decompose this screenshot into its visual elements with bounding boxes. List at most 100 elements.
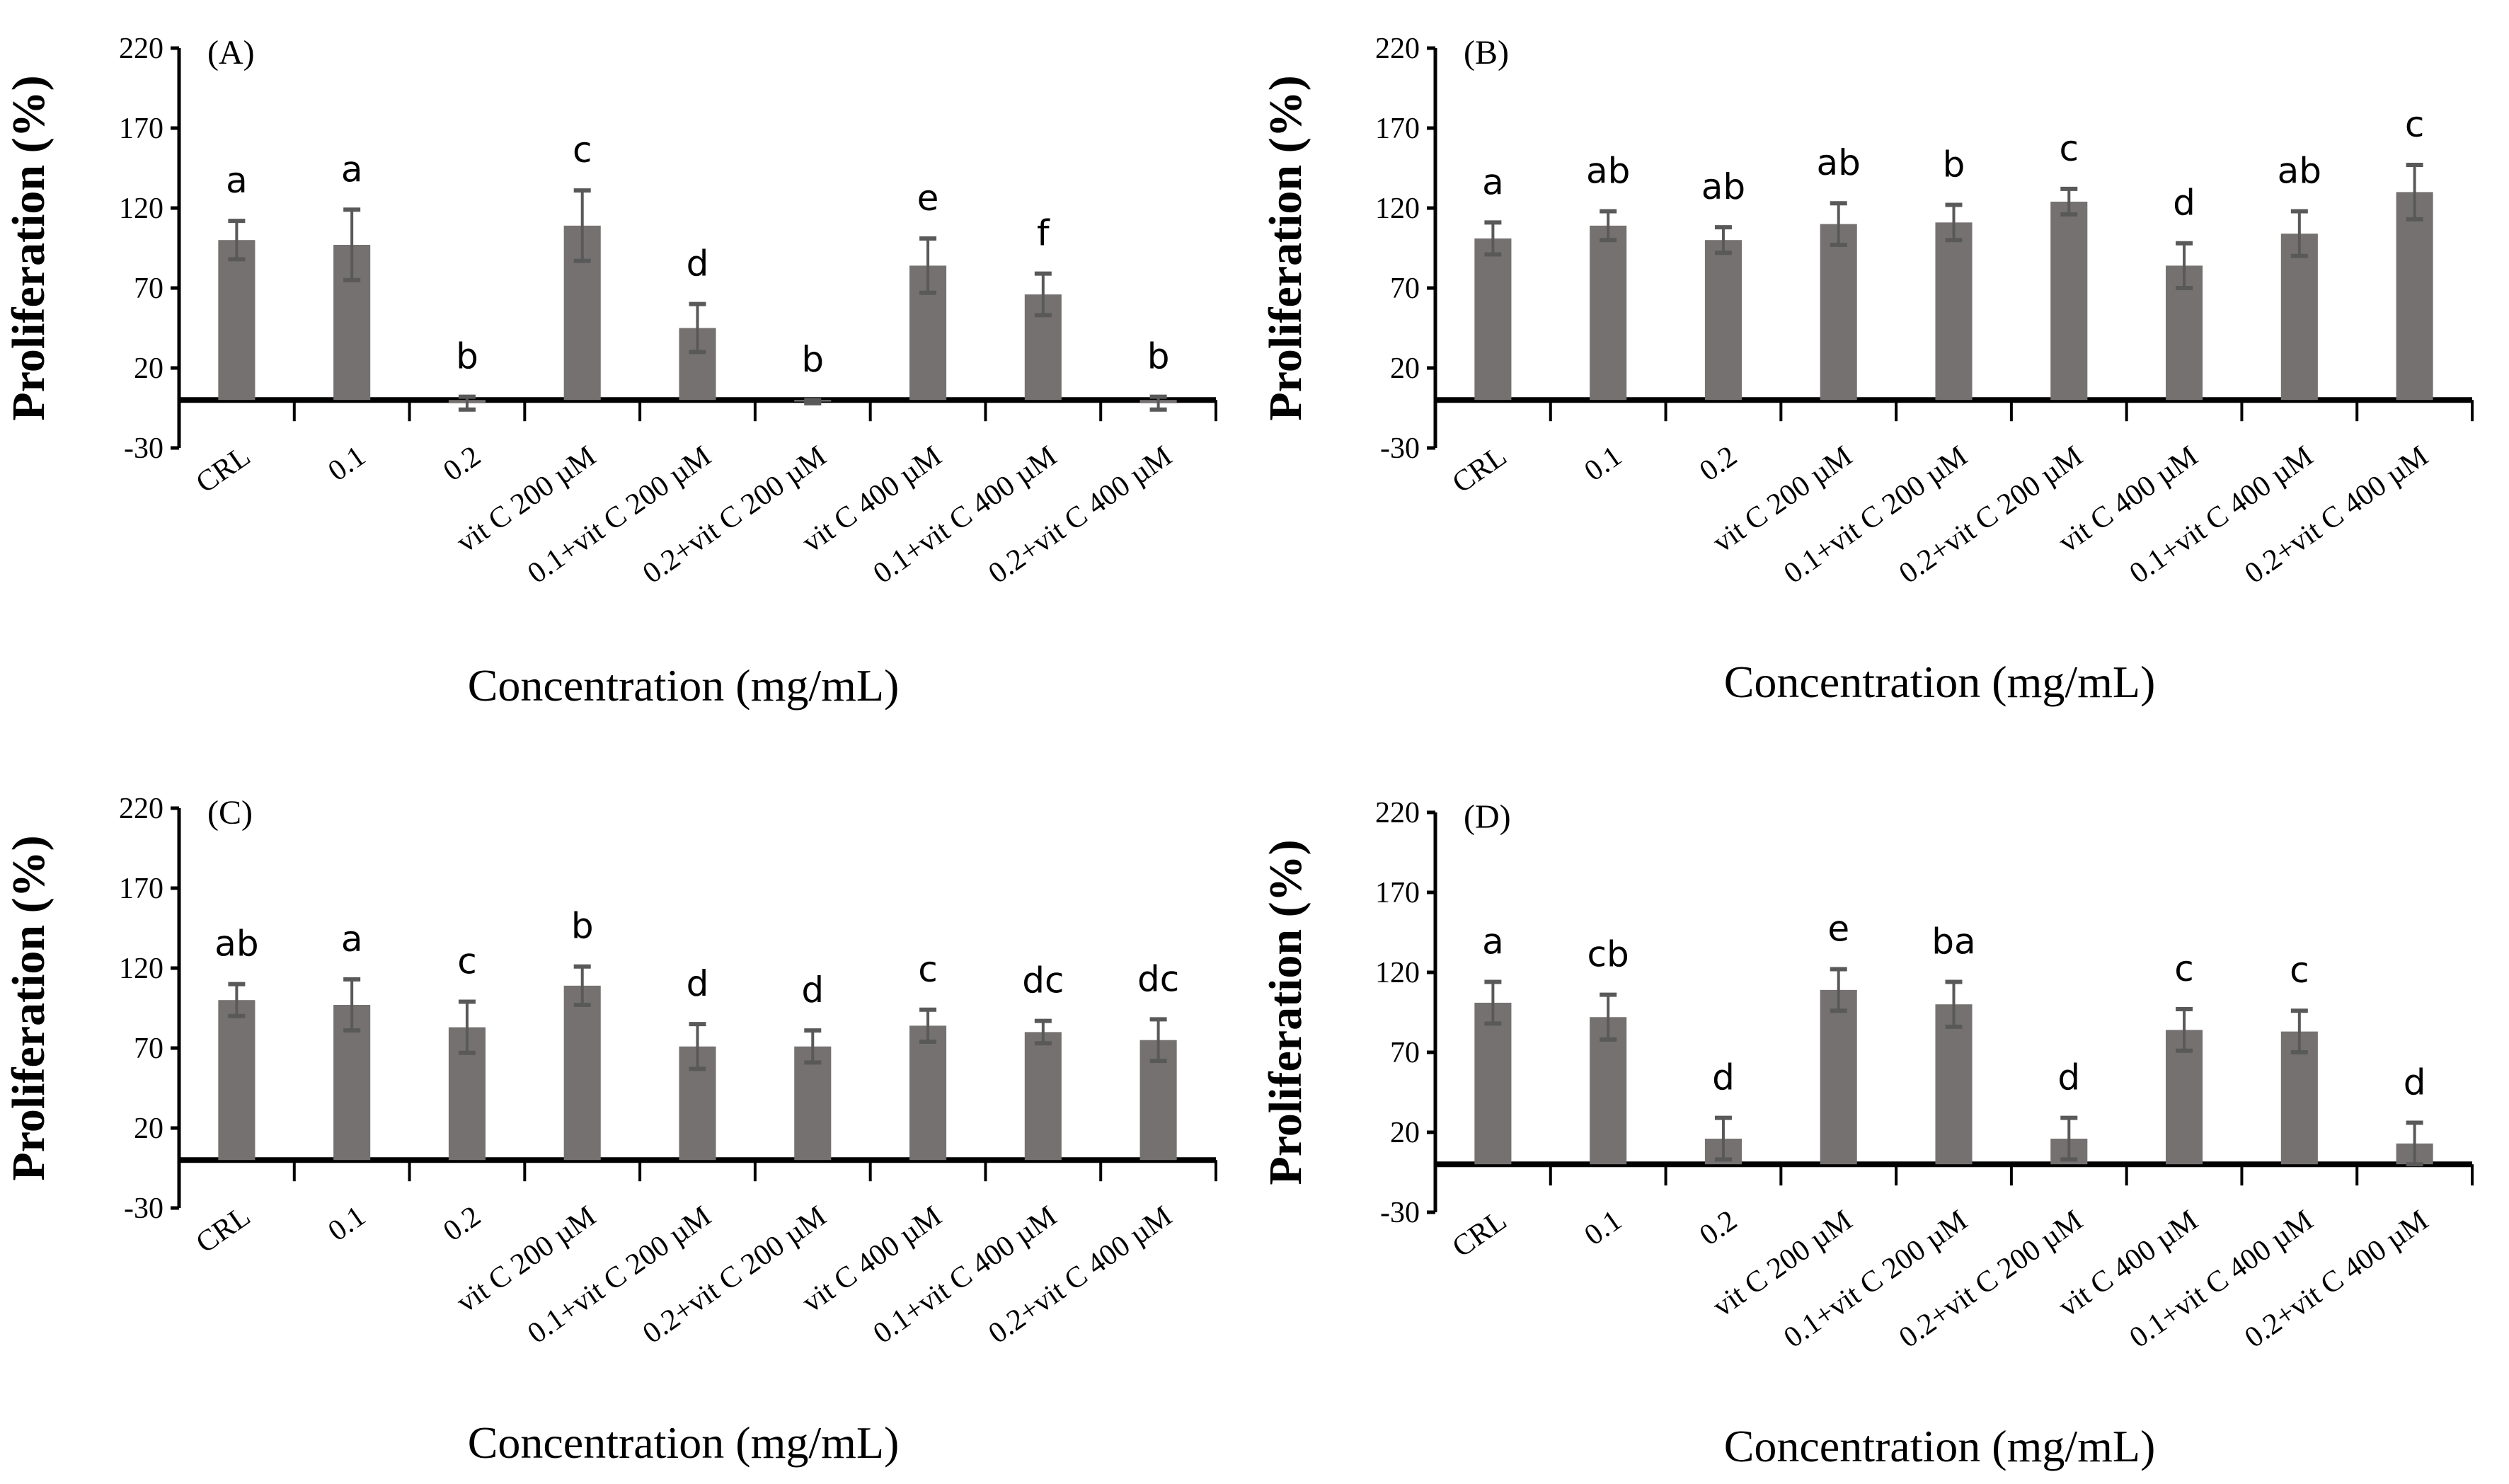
y-tick-label: 20 bbox=[1390, 1117, 1420, 1149]
significance-letter: a bbox=[341, 149, 363, 190]
significance-letter: d bbox=[2057, 1057, 2080, 1098]
bar bbox=[1820, 989, 1857, 1165]
y-tick-label: 220 bbox=[1375, 33, 1420, 65]
significance-letter: b bbox=[571, 906, 594, 947]
significance-letter: d bbox=[801, 970, 824, 1011]
significance-letter: b bbox=[1147, 336, 1170, 377]
significance-letter: ab bbox=[1817, 142, 1861, 183]
y-tick-label: 170 bbox=[119, 873, 163, 905]
y-tick-label: 70 bbox=[1390, 272, 1420, 305]
y-tick-label: 20 bbox=[134, 1112, 163, 1145]
significance-letter: ab bbox=[2278, 151, 2321, 192]
significance-letter: b bbox=[801, 339, 824, 380]
bar bbox=[1935, 222, 1973, 401]
y-tick-label: -30 bbox=[124, 1192, 163, 1225]
panel-label: (A) bbox=[207, 34, 255, 71]
significance-letter: ba bbox=[1931, 921, 1975, 962]
x-tick-label: 0.1 bbox=[323, 440, 372, 488]
y-tick-label: 220 bbox=[119, 793, 163, 825]
x-tick-label: CRL bbox=[190, 440, 256, 500]
significance-letter: d bbox=[687, 243, 709, 284]
y-tick-label: 120 bbox=[119, 953, 163, 985]
significance-letter: c bbox=[918, 949, 938, 990]
x-tick-label: 0.1 bbox=[1579, 440, 1628, 488]
significance-letter: d bbox=[2404, 1062, 2426, 1103]
bar bbox=[1704, 240, 1742, 401]
significance-letter: a bbox=[341, 919, 363, 960]
significance-letter: ab bbox=[1701, 166, 1745, 207]
bar bbox=[1935, 1004, 1973, 1165]
x-axis-title: Concentration (mg/mL) bbox=[468, 1417, 900, 1468]
significance-letter: c bbox=[2405, 104, 2425, 145]
y-tick-label: 70 bbox=[134, 272, 163, 305]
x-tick-label: 0.2 bbox=[437, 1200, 486, 1248]
bar bbox=[794, 1046, 832, 1161]
significance-letter: a bbox=[226, 160, 248, 201]
x-tick-label: 0.2 bbox=[1694, 440, 1742, 488]
y-axis-title: Proliferation (%) bbox=[1260, 75, 1311, 420]
y-tick-label: 170 bbox=[119, 113, 163, 145]
significance-letter: b bbox=[1943, 144, 1965, 185]
y-tick-label: 120 bbox=[119, 192, 163, 225]
x-axis-title: Concentration (mg/mL) bbox=[468, 660, 900, 711]
significance-letter: ab bbox=[214, 924, 258, 965]
x-tick-label: CRL bbox=[190, 1200, 256, 1260]
bar bbox=[1820, 224, 1857, 401]
x-axis-title: Concentration (mg/mL) bbox=[1724, 657, 2156, 707]
significance-letter: d bbox=[687, 963, 709, 1004]
significance-letter: d bbox=[1712, 1057, 1735, 1098]
y-tick-label: -30 bbox=[1380, 432, 1420, 465]
significance-letter: e bbox=[1827, 908, 1849, 949]
y-tick-label: 70 bbox=[134, 1033, 163, 1065]
significance-letter: a bbox=[1482, 161, 1504, 202]
significance-letter: dc bbox=[1022, 960, 1064, 1001]
y-tick-label: -30 bbox=[1380, 1197, 1420, 1229]
panel-label: (B) bbox=[1464, 34, 1509, 71]
y-tick-label: 220 bbox=[1375, 797, 1420, 829]
significance-letter: cb bbox=[1587, 934, 1629, 975]
bar bbox=[2396, 192, 2433, 401]
bar bbox=[218, 240, 256, 401]
y-tick-label: 120 bbox=[1375, 957, 1420, 989]
bar bbox=[1024, 1032, 1062, 1161]
x-tick-label: CRL bbox=[1447, 1204, 1512, 1265]
significance-letter: c bbox=[573, 130, 592, 171]
significance-letter: b bbox=[456, 336, 478, 377]
significance-letter: c bbox=[2290, 950, 2309, 991]
panel-label: (C) bbox=[207, 794, 253, 832]
y-axis-title: Proliferation (%) bbox=[3, 75, 54, 420]
y-tick-label: -30 bbox=[124, 432, 163, 465]
y-axis-title: Proliferation (%) bbox=[3, 835, 54, 1180]
significance-letter: ab bbox=[1586, 151, 1630, 192]
x-tick-label: 0.2 bbox=[437, 440, 486, 488]
y-tick-label: 220 bbox=[119, 33, 163, 65]
x-tick-label: 0.2 bbox=[1694, 1204, 1742, 1253]
y-tick-label: 120 bbox=[1375, 192, 1420, 225]
y-tick-label: 170 bbox=[1375, 113, 1420, 145]
significance-letter: dc bbox=[1137, 958, 1179, 999]
bar bbox=[2280, 234, 2318, 401]
x-tick-label: 0.1 bbox=[1579, 1204, 1628, 1253]
x-tick-label: CRL bbox=[1447, 440, 1512, 500]
significance-letter: d bbox=[2173, 183, 2195, 224]
significance-letter: a bbox=[1482, 921, 1504, 962]
significance-letter: c bbox=[457, 941, 477, 982]
significance-letter: c bbox=[2174, 948, 2194, 989]
y-tick-label: 170 bbox=[1375, 877, 1420, 909]
y-tick-label: 20 bbox=[134, 352, 163, 385]
significance-letter: e bbox=[917, 178, 939, 219]
significance-letter: f bbox=[1037, 213, 1050, 254]
bar bbox=[218, 1000, 256, 1161]
y-tick-label: 70 bbox=[1390, 1037, 1420, 1069]
bar bbox=[1590, 1017, 1627, 1165]
bar bbox=[1474, 1002, 1512, 1165]
y-tick-label: 20 bbox=[1390, 352, 1420, 385]
bar bbox=[909, 1025, 947, 1161]
panel-label: (D) bbox=[1464, 798, 1511, 836]
significance-letter: c bbox=[2060, 128, 2079, 169]
bar bbox=[1590, 225, 1627, 401]
